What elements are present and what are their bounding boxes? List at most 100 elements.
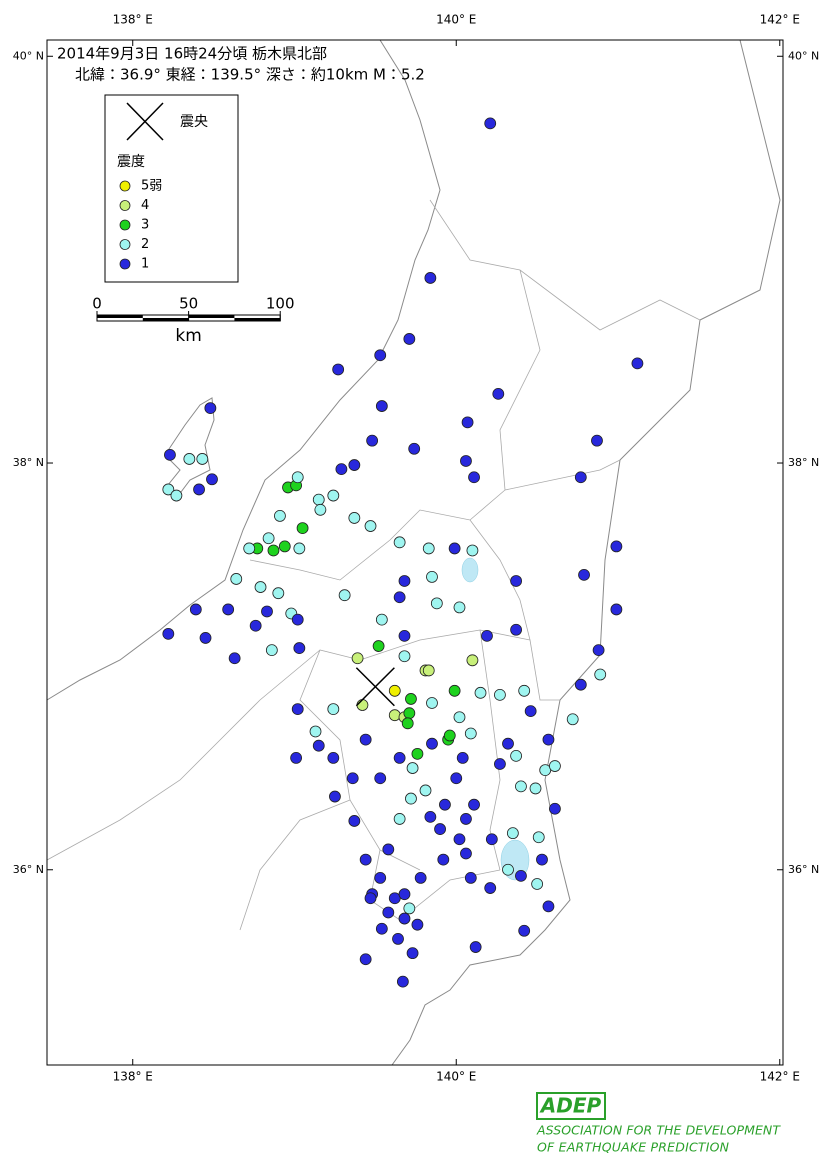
- station: [374, 772, 387, 785]
- station: [460, 847, 472, 860]
- header-info: 北緯：36.9° 東経：139.5° 深さ：約10km M：5.2: [75, 66, 425, 84]
- station: [610, 540, 623, 553]
- station: [359, 953, 372, 966]
- station: [193, 483, 205, 496]
- station: [392, 933, 404, 945]
- station: [424, 810, 437, 823]
- station: [443, 729, 456, 742]
- logo-box: [536, 1092, 606, 1120]
- station: [243, 542, 256, 555]
- station: [408, 442, 421, 455]
- graticule: 138° E 138° E 140° E 140° E 142° E 142° E 40° …: [13, 13, 819, 1084]
- station: [393, 536, 406, 549]
- station: [474, 686, 487, 699]
- station: [510, 749, 522, 762]
- station: [364, 520, 377, 532]
- station: [485, 833, 498, 846]
- station: [549, 760, 561, 772]
- station: [529, 782, 542, 795]
- lat-tick-label: 40° N: [13, 49, 44, 62]
- epicenter-cross: [355, 667, 395, 707]
- station: [414, 871, 427, 884]
- station: [291, 613, 304, 626]
- station: [293, 542, 306, 555]
- lon-tick-label: 138° E: [113, 13, 153, 27]
- org-line: ASSOCIATION FOR THE DEVELOPMENT: [536, 1123, 781, 1138]
- station: [261, 605, 273, 618]
- station: [401, 717, 414, 730]
- legend-title: 震度: [117, 154, 145, 170]
- station: [403, 333, 416, 345]
- station: [426, 571, 438, 583]
- station: [222, 603, 235, 616]
- station: [419, 784, 432, 797]
- lat-tick-label: 40° N: [788, 49, 819, 62]
- station: [464, 871, 477, 884]
- station: [453, 601, 466, 614]
- station: [398, 912, 411, 925]
- station: [189, 603, 202, 616]
- station: [448, 684, 461, 697]
- station: [460, 813, 472, 825]
- station: [364, 892, 377, 905]
- land: [46, 39, 781, 1066]
- station: [312, 739, 325, 752]
- station: [468, 471, 480, 484]
- station: [291, 703, 304, 715]
- station: [398, 629, 411, 642]
- station: [314, 503, 327, 516]
- scale-label: 50: [179, 295, 198, 313]
- station: [327, 489, 340, 502]
- org-line: OF EARTHQUAKE PREDICTION: [537, 1140, 730, 1155]
- station: [574, 678, 587, 691]
- station: [348, 815, 361, 827]
- lat-tick-label: 38° N: [788, 456, 819, 469]
- legend-label: 3: [141, 218, 149, 233]
- scale-segment: [188, 315, 235, 318]
- station: [484, 117, 497, 130]
- lon-tick-label: 140° E: [436, 1070, 476, 1084]
- station: [531, 878, 544, 890]
- station: [456, 752, 469, 764]
- lon-tick-label: 138° E: [113, 1070, 153, 1084]
- station: [382, 906, 395, 919]
- station: [460, 455, 472, 467]
- station: [566, 713, 579, 726]
- station: [393, 591, 406, 604]
- station: [262, 532, 275, 545]
- station: [335, 463, 348, 476]
- station: [542, 900, 555, 913]
- station: [406, 947, 419, 960]
- station: [375, 922, 388, 935]
- station: [388, 684, 401, 697]
- station: [164, 448, 176, 461]
- station: [469, 941, 482, 953]
- station: [461, 416, 474, 429]
- station: [502, 737, 514, 750]
- station: [327, 703, 340, 715]
- station: [359, 733, 372, 746]
- station: [536, 853, 548, 866]
- lon-tick-label: 142° E: [760, 1070, 800, 1084]
- station: [204, 402, 217, 415]
- station: [549, 802, 561, 815]
- lake: [461, 557, 479, 583]
- station: [332, 363, 345, 376]
- station: [448, 542, 461, 555]
- station: [518, 684, 531, 697]
- station: [183, 453, 196, 465]
- legend-epicenter: 震央: [180, 114, 208, 130]
- station: [430, 597, 443, 610]
- station: [293, 642, 306, 654]
- station: [228, 652, 241, 665]
- legend-swatch: [119, 258, 131, 270]
- station: [578, 568, 590, 581]
- station: [274, 509, 286, 522]
- station: [453, 711, 466, 724]
- lat-tick-label: 36° N: [13, 863, 44, 876]
- station: [309, 725, 322, 738]
- footer-logo: ADEP ASSOCIATION FOR THE DEVELOPMENT OF …: [536, 1092, 781, 1155]
- station: [206, 473, 218, 486]
- scale-segment: [142, 318, 189, 321]
